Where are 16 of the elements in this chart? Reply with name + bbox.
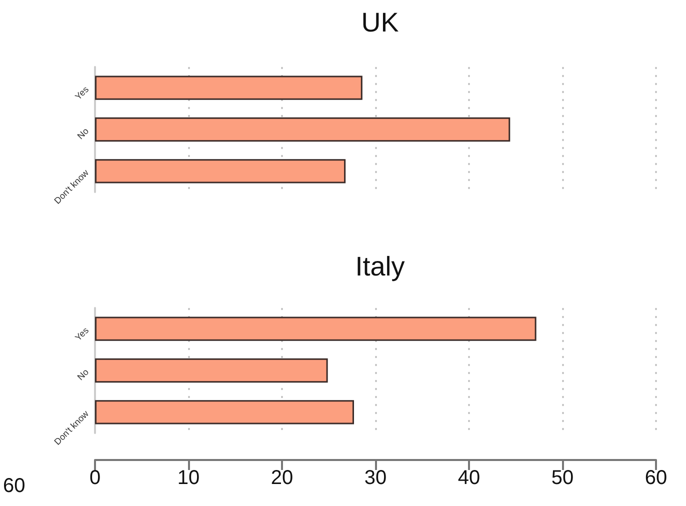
y-tick-label: Yes <box>73 324 91 343</box>
bar <box>95 358 328 383</box>
x-tick-label: 0 <box>89 467 101 489</box>
x-tick-label: 10 <box>177 467 200 489</box>
x-tick-label: 20 <box>270 467 294 489</box>
x-tick-label: 50 <box>551 467 574 489</box>
bar <box>95 316 536 341</box>
x-tick-label: 30 <box>364 467 387 489</box>
y-tick-label: Yes <box>73 84 91 102</box>
x-tick-label: 60 <box>644 467 668 489</box>
y-tick-label: No <box>75 126 91 142</box>
chart-title: UK <box>361 8 399 38</box>
bar <box>95 400 354 424</box>
y-tick-label: No <box>75 366 91 382</box>
x-tick-label: 40 <box>458 467 480 489</box>
chart-title: Italy <box>355 252 406 282</box>
